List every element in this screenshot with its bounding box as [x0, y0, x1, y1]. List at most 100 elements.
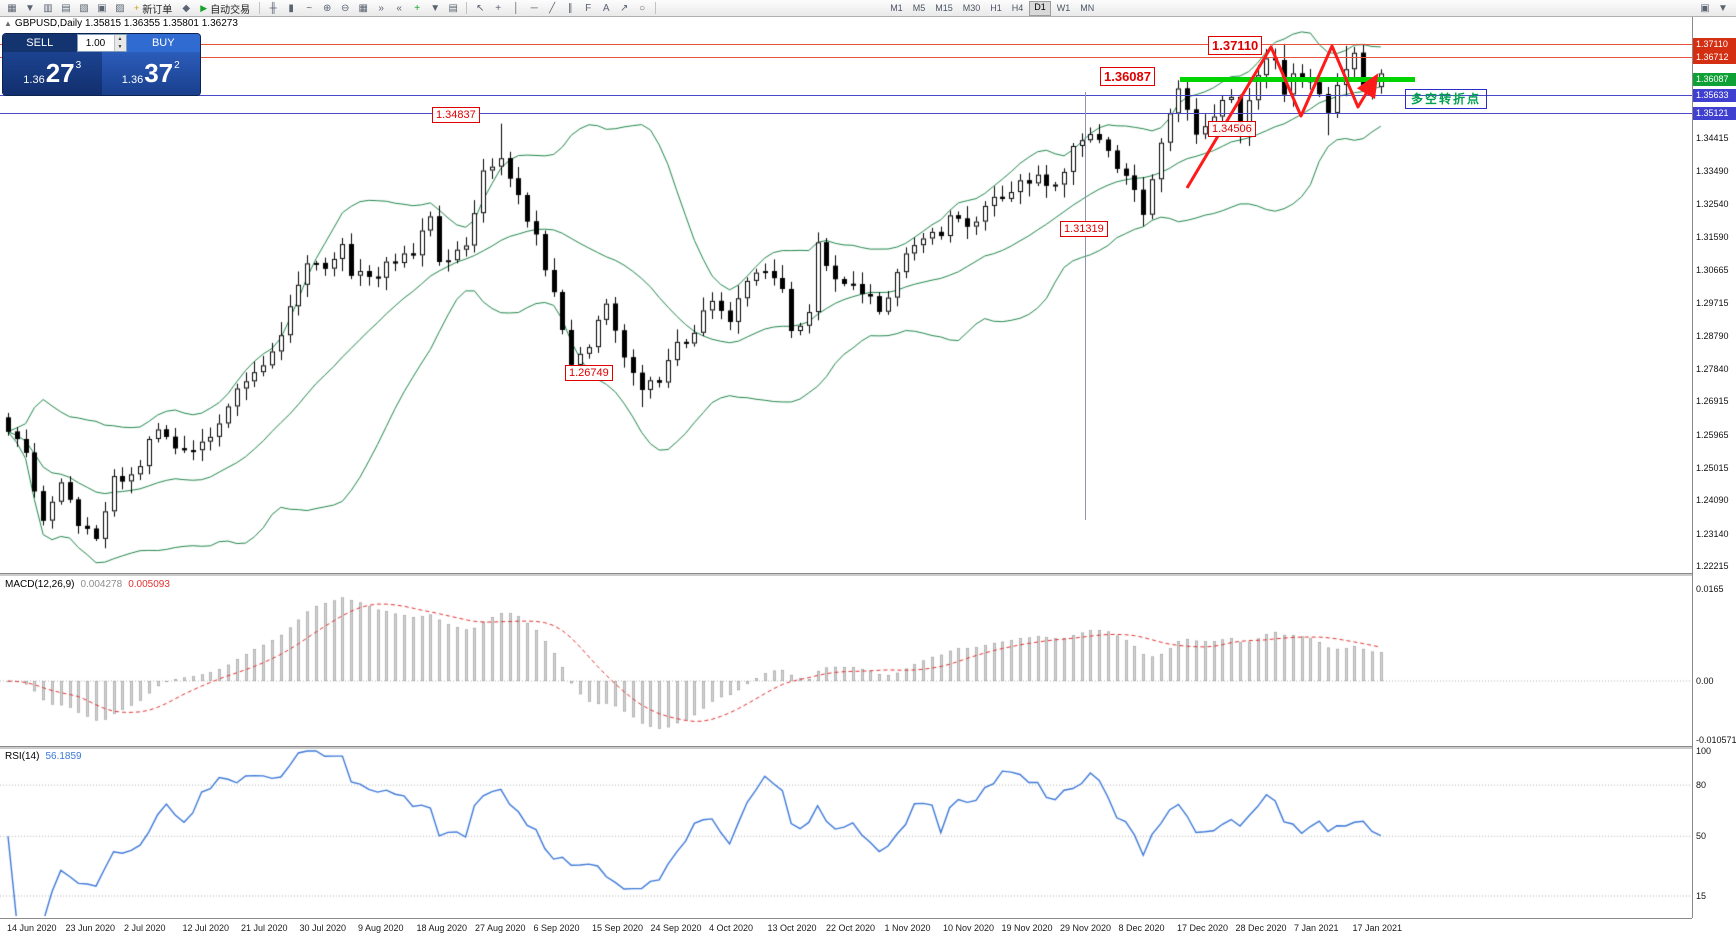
more-tools-icon[interactable]: ▼	[1718, 2, 1728, 14]
buy-button[interactable]: 1.36 37 2	[101, 52, 200, 95]
timeframe-m1[interactable]: M1	[890, 2, 903, 13]
date-label: 17 Jan 2021	[1352, 923, 1403, 933]
date-label: 28 Dec 2020	[1235, 923, 1287, 933]
price-callout: 1.34837	[432, 107, 480, 123]
volume-up-icon[interactable]: ▲	[114, 35, 126, 43]
terminal-icon[interactable]: ▣	[97, 2, 107, 14]
standard-toolbar-group: ▦ ▼ ▥ ▤ ▧ ▣ ▨	[3, 1, 129, 15]
pane-separator[interactable]	[0, 573, 1736, 576]
timeframe-m5[interactable]: M5	[912, 2, 926, 13]
timeframe-d1[interactable]: D1	[1029, 0, 1051, 16]
sell-price-prefix: 1.36	[23, 74, 45, 86]
one-click-trading-panel: SELL ▲ ▼ BUY 1.36 27 3 1.36	[3, 34, 200, 95]
price-line-tag: 1.37110	[1693, 37, 1736, 51]
zoom-in-icon[interactable]: ⊕	[322, 2, 332, 14]
price-tick-label: 1.25965	[1696, 429, 1729, 440]
date-label: 19 Nov 2020	[1001, 923, 1053, 933]
price-tick-label: 1.33490	[1696, 165, 1729, 176]
autotrading-button[interactable]: ▶ 自动交易	[195, 1, 255, 16]
channel-tool-icon[interactable]: ∥	[567, 2, 573, 14]
horizontal-line-object	[0, 43, 1692, 45]
timeframe-mn[interactable]: MN	[1080, 2, 1095, 13]
navigator-icon[interactable]: ▧	[79, 2, 89, 14]
horizontal-line-object	[0, 113, 1692, 115]
dock-window-icon[interactable]: ▣	[1700, 2, 1710, 14]
buy-button-header[interactable]: BUY	[126, 34, 200, 52]
crosshair-icon[interactable]: +	[495, 2, 502, 14]
drawing-toolbar-group: ↖ + │ ─ ╱ ∥ F A ↗ ○	[471, 1, 651, 15]
text-tool-icon[interactable]: A	[602, 2, 610, 14]
periods-icon[interactable]: ▼	[430, 2, 441, 14]
time-axis[interactable]: 14 Jun 2020 23 Jun 2020 2 Jul 2020 12 Jul 2…	[0, 918, 1692, 939]
timeframe-m30[interactable]: M30	[962, 2, 981, 13]
price-scale[interactable]: 1.34415 1.33490 1.32540 1.31590 1.30665 1.297…	[1692, 17, 1736, 918]
price-tick-label: 1.25015	[1696, 462, 1729, 473]
sell-button[interactable]: 1.36 27 3	[3, 52, 102, 95]
timeframe-h4[interactable]: H4	[1011, 2, 1024, 13]
shapes-tool-icon[interactable]: ○	[639, 2, 646, 14]
price-callout: 1.37110	[1208, 36, 1263, 55]
rsi-value: 56.1859	[45, 751, 82, 762]
trendline-tool-icon[interactable]: ╱	[549, 2, 556, 14]
macd-tick-label: -0.010571	[1696, 734, 1736, 745]
chart-shift-icon[interactable]: «	[396, 2, 402, 14]
auto-scroll-icon[interactable]: »	[378, 2, 384, 14]
new-order-button[interactable]: + 新订单	[129, 1, 177, 16]
date-label: 29 Nov 2020	[1060, 923, 1112, 933]
horizontal-line-object	[0, 57, 1692, 59]
zoom-out-icon[interactable]: ⊖	[340, 2, 350, 14]
chart-symbol-period: GBPUSD,Daily	[14, 18, 83, 29]
timeframe-w1[interactable]: W1	[1056, 2, 1071, 13]
fibonacci-tool-icon[interactable]: F	[585, 2, 592, 14]
candlestick-chart-icon[interactable]: ▮	[288, 2, 294, 14]
metaeditor-icon[interactable]: ◆	[182, 2, 191, 14]
macd-signal-value: 0.005093	[128, 579, 170, 590]
templates-icon[interactable]: ▤	[448, 2, 458, 14]
date-label: 9 Aug 2020	[358, 923, 404, 933]
one-click-collapse-icon[interactable]: ▲	[4, 19, 12, 28]
new-chart-icon[interactable]: ▦	[7, 2, 17, 14]
autotrading-play-icon: ▶	[200, 2, 208, 13]
horizontal-line-tool-icon[interactable]: ─	[530, 2, 538, 14]
toolbar-separator	[466, 2, 468, 14]
price-tick-label: 1.24090	[1696, 495, 1729, 506]
rsi-tick-label: 50	[1696, 831, 1707, 842]
sell-price-big: 27	[45, 58, 75, 88]
price-tick-label: 1.32540	[1696, 199, 1729, 210]
pane-separator[interactable]	[0, 746, 1736, 749]
cursor-icon[interactable]: ↖	[475, 2, 485, 14]
market-watch-icon[interactable]: ▥	[43, 2, 53, 14]
sell-price-sup: 3	[75, 60, 82, 71]
volume-down-icon[interactable]: ▼	[114, 43, 126, 51]
toolbar-separator	[259, 2, 261, 14]
tile-windows-icon[interactable]: ▦	[358, 2, 368, 14]
macd-name: MACD(12,26,9)	[5, 579, 75, 590]
chart-ohlc-values: 1.35815 1.36355 1.35801 1.36273	[84, 18, 238, 29]
price-chart-canvas[interactable]	[0, 17, 1692, 918]
chart-area[interactable]: ▲ GBPUSD,Daily 1.35815 1.36355 1.35801 1.…	[0, 17, 1736, 939]
timeframe-h1[interactable]: H1	[990, 2, 1002, 13]
timeframe-m15[interactable]: M15	[935, 2, 953, 13]
strategy-tester-icon[interactable]: ▨	[115, 2, 125, 14]
macd-label: MACD(12,26,9) 0.004278 0.005093	[5, 579, 170, 590]
sell-button-header[interactable]: SELL	[3, 34, 77, 52]
price-tick-label: 1.27840	[1696, 363, 1729, 374]
price-tick-label: 1.34415	[1696, 133, 1729, 144]
vertical-line-tool-icon[interactable]: │	[513, 2, 520, 14]
volume-input[interactable]	[77, 35, 114, 51]
rsi-tick-label: 80	[1696, 780, 1707, 791]
date-label: 21 Jul 2020	[241, 923, 288, 933]
arrows-tool-icon[interactable]: ↗	[619, 2, 629, 14]
bar-chart-icon[interactable]: ╫	[269, 2, 277, 14]
date-label: 1 Nov 2020	[884, 923, 931, 933]
profiles-icon[interactable]: ▼	[25, 2, 35, 14]
indicators-icon[interactable]: +	[414, 2, 421, 14]
data-window-icon[interactable]: ▤	[61, 2, 71, 14]
macd-tick-label: 0.00	[1696, 676, 1714, 686]
line-chart-icon[interactable]: ~	[306, 2, 313, 14]
price-callout: 1.26749	[565, 365, 613, 381]
price-tick-label: 1.28790	[1696, 330, 1729, 341]
new-order-icon: +	[134, 3, 140, 13]
buy-price-prefix: 1.36	[121, 74, 144, 86]
